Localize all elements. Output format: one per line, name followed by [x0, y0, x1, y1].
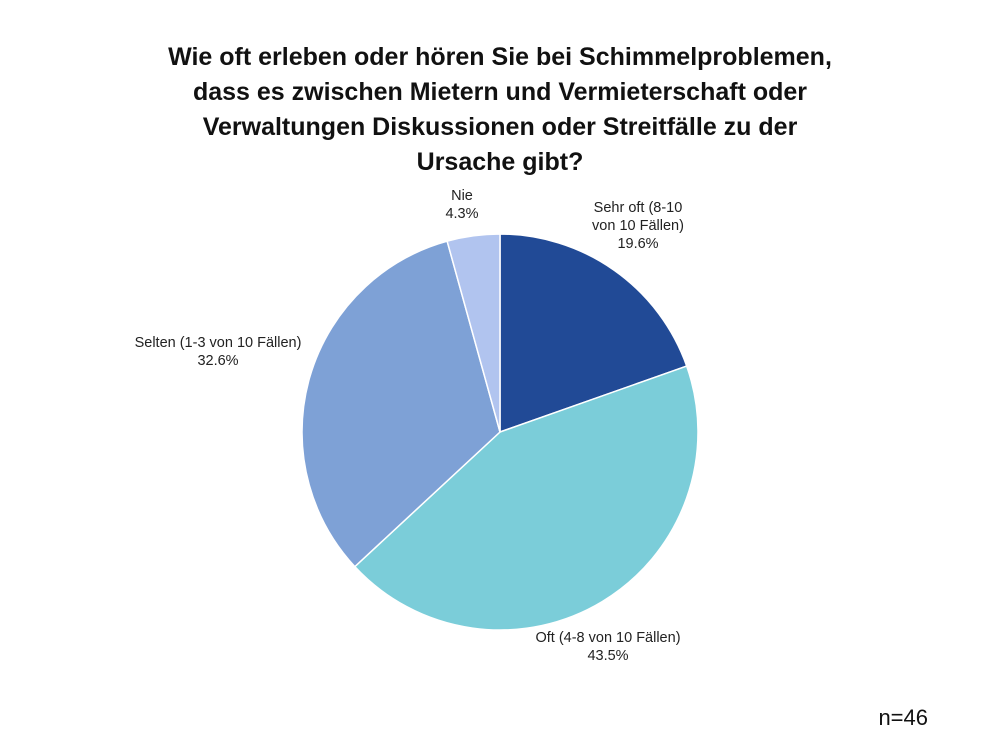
pie-slice-2 — [301, 240, 501, 568]
pie-labels: Sehr oft (8-10 von 10 Fällen) 19.6% Oft (4-… — [135, 188, 684, 664]
pie-slice-3 — [446, 233, 501, 433]
pie-slice-label-line-0-1: von 10 Fällen) — [592, 218, 684, 234]
pie-slice-label-2: Selten (1-3 von 10 Fällen) 32.6% — [135, 335, 302, 369]
chart-title-line-1: Wie oft erleben oder hören Sie bei Schim… — [168, 43, 832, 71]
sample-size-note: n=46 — [878, 705, 928, 730]
pie-slice-value-0: 19.6% — [617, 236, 658, 252]
pie-slices — [301, 233, 699, 631]
pie-slice-label-0: Sehr oft (8-10 von 10 Fällen) 19.6% — [592, 200, 684, 252]
pie-slice-label-line-0-0: Sehr oft (8-10 — [594, 200, 683, 216]
pie-slice-value-3: 4.3% — [445, 206, 478, 222]
pie-slice-value-2: 32.6% — [197, 353, 238, 369]
chart-title: Wie oft erleben oder hören Sie bei Schim… — [0, 40, 1000, 180]
pie-slice-label-line-2-0: Selten (1-3 von 10 Fällen) — [135, 335, 302, 351]
pie-slice-value-1: 43.5% — [587, 648, 628, 664]
pie-slice-label-line-1-0: Oft (4-8 von 10 Fällen) — [535, 630, 680, 646]
chart-title-line-4: Ursache gibt? — [416, 148, 584, 176]
pie-slice-label-line-3-0: Nie — [451, 188, 473, 204]
chart-title-line-3: Verwaltungen Diskussionen oder Streitfäl… — [202, 113, 798, 141]
chart-title-line-2: dass es zwischen Mietern und Vermietersc… — [192, 78, 808, 106]
pie-slice-label-3: Nie 4.3% — [445, 188, 478, 222]
pie-slice-label-1: Oft (4-8 von 10 Fällen) 43.5% — [535, 630, 680, 664]
pie-slice-1 — [353, 365, 699, 631]
